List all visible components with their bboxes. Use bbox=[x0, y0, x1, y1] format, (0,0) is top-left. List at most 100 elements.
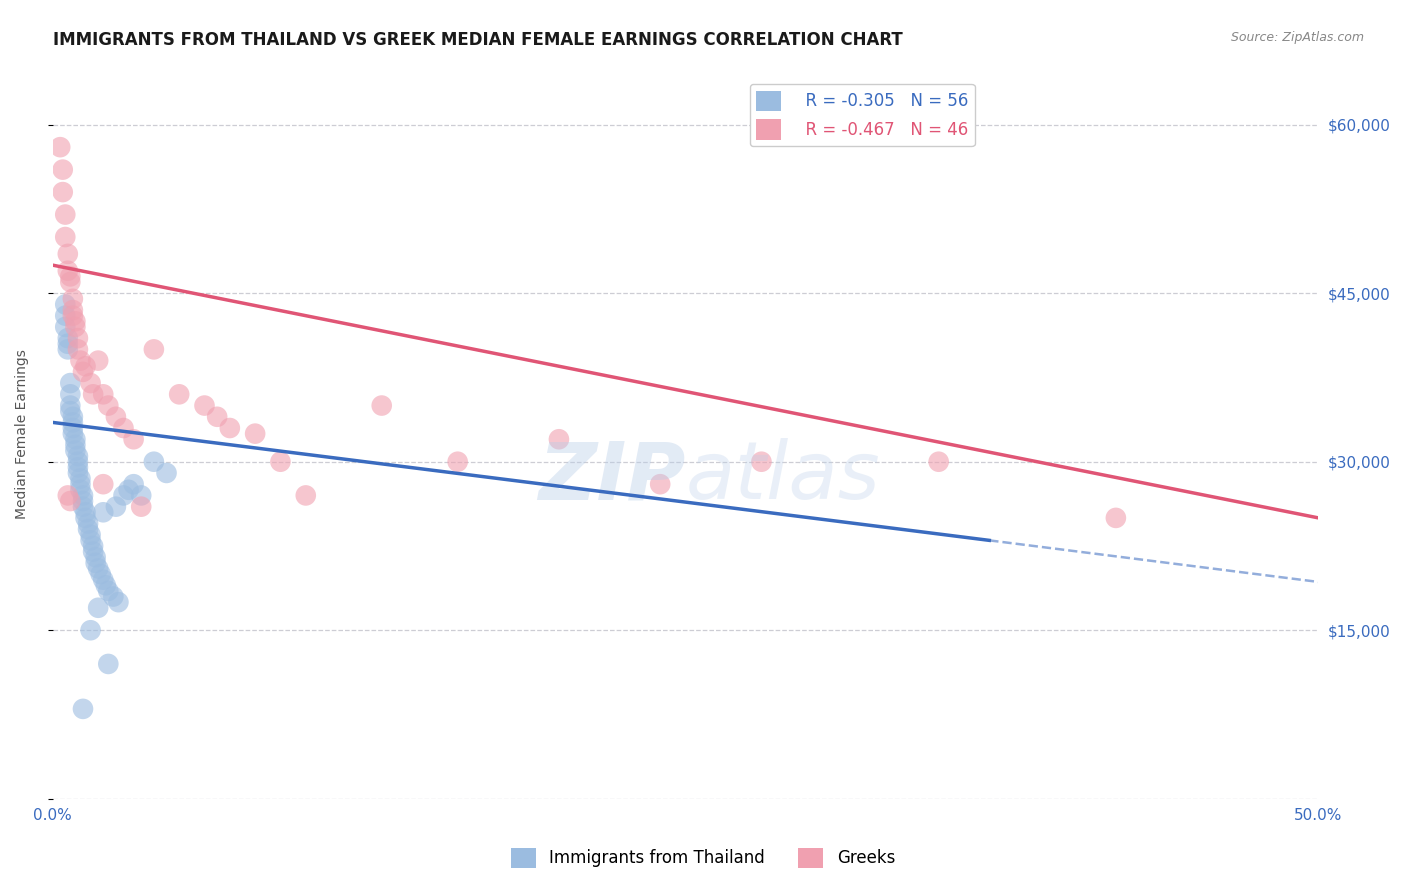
Point bbox=[72, 488, 94, 502]
Point bbox=[59, 269, 82, 284]
Point bbox=[53, 309, 76, 323]
Text: Source: ZipAtlas.com: Source: ZipAtlas.com bbox=[1230, 31, 1364, 45]
Point bbox=[52, 162, 75, 177]
Point bbox=[59, 275, 82, 289]
Point bbox=[90, 567, 112, 582]
Point bbox=[97, 399, 120, 413]
Point bbox=[751, 455, 773, 469]
Point bbox=[129, 500, 152, 514]
Point bbox=[69, 353, 91, 368]
Point bbox=[82, 544, 104, 558]
Point bbox=[269, 455, 291, 469]
Point bbox=[66, 460, 89, 475]
Point bbox=[243, 426, 266, 441]
Point bbox=[87, 600, 110, 615]
Point bbox=[447, 455, 470, 469]
Point bbox=[69, 483, 91, 497]
Point bbox=[1105, 511, 1128, 525]
Point bbox=[72, 365, 94, 379]
Point bbox=[84, 556, 107, 570]
Point bbox=[69, 472, 91, 486]
Point bbox=[142, 343, 165, 357]
Point bbox=[62, 416, 84, 430]
Point bbox=[53, 230, 76, 244]
Point bbox=[155, 466, 177, 480]
Point bbox=[66, 449, 89, 463]
Point bbox=[62, 309, 84, 323]
Point bbox=[75, 359, 97, 374]
Point bbox=[56, 336, 79, 351]
Point bbox=[53, 208, 76, 222]
Point bbox=[59, 404, 82, 418]
Point bbox=[91, 477, 114, 491]
Point bbox=[59, 376, 82, 390]
Point bbox=[72, 500, 94, 514]
Point bbox=[97, 583, 120, 598]
Point bbox=[928, 455, 950, 469]
Point bbox=[52, 185, 75, 199]
Point bbox=[79, 624, 101, 638]
Point bbox=[65, 438, 87, 452]
Point bbox=[79, 376, 101, 390]
Point bbox=[129, 488, 152, 502]
Point bbox=[62, 426, 84, 441]
Point bbox=[91, 573, 114, 587]
Point bbox=[56, 331, 79, 345]
Point bbox=[112, 421, 135, 435]
Point bbox=[62, 409, 84, 424]
Point bbox=[65, 314, 87, 328]
Point bbox=[82, 539, 104, 553]
Point bbox=[91, 387, 114, 401]
Point bbox=[79, 527, 101, 541]
Point bbox=[62, 421, 84, 435]
Point bbox=[69, 477, 91, 491]
Point bbox=[59, 399, 82, 413]
Point bbox=[62, 292, 84, 306]
Point bbox=[122, 432, 145, 446]
Point bbox=[117, 483, 139, 497]
Point bbox=[75, 511, 97, 525]
Point bbox=[294, 488, 316, 502]
Point bbox=[75, 505, 97, 519]
Point bbox=[66, 455, 89, 469]
Point bbox=[79, 533, 101, 548]
Point bbox=[87, 353, 110, 368]
Text: atlas: atlas bbox=[686, 439, 880, 516]
Text: IMMIGRANTS FROM THAILAND VS GREEK MEDIAN FEMALE EARNINGS CORRELATION CHART: IMMIGRANTS FROM THAILAND VS GREEK MEDIAN… bbox=[53, 31, 903, 49]
Y-axis label: Median Female Earnings: Median Female Earnings bbox=[15, 349, 30, 518]
Point bbox=[370, 399, 392, 413]
Point bbox=[205, 409, 228, 424]
Point bbox=[56, 247, 79, 261]
Point bbox=[66, 343, 89, 357]
Legend:   R = -0.305   N = 56,   R = -0.467   N = 46: R = -0.305 N = 56, R = -0.467 N = 46 bbox=[749, 84, 974, 146]
Point bbox=[97, 657, 120, 671]
Point bbox=[650, 477, 672, 491]
Point bbox=[104, 500, 127, 514]
Point bbox=[548, 432, 571, 446]
Point bbox=[66, 331, 89, 345]
Point bbox=[82, 387, 104, 401]
Point bbox=[65, 432, 87, 446]
Legend: Immigrants from Thailand, Greeks: Immigrants from Thailand, Greeks bbox=[505, 841, 901, 875]
Point bbox=[56, 343, 79, 357]
Point bbox=[94, 578, 117, 592]
Point bbox=[65, 443, 87, 458]
Point bbox=[53, 297, 76, 311]
Point bbox=[62, 303, 84, 318]
Point bbox=[65, 319, 87, 334]
Point bbox=[167, 387, 190, 401]
Point bbox=[56, 488, 79, 502]
Point bbox=[59, 494, 82, 508]
Point bbox=[193, 399, 215, 413]
Point bbox=[72, 702, 94, 716]
Point bbox=[112, 488, 135, 502]
Point bbox=[77, 522, 100, 536]
Point bbox=[49, 140, 72, 154]
Point bbox=[91, 505, 114, 519]
Point bbox=[87, 561, 110, 575]
Point bbox=[84, 550, 107, 565]
Point bbox=[107, 595, 129, 609]
Point bbox=[103, 590, 125, 604]
Point bbox=[122, 477, 145, 491]
Point bbox=[77, 516, 100, 531]
